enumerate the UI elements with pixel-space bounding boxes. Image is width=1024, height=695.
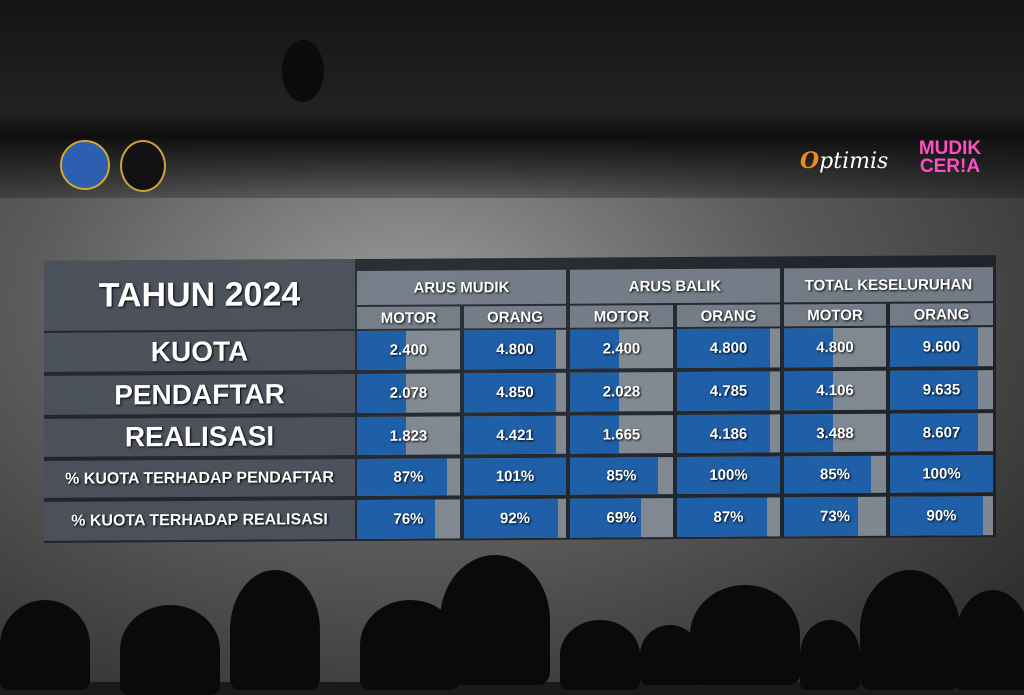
table-cell: 100% [677,456,780,495]
cell-value: 100% [922,465,961,483]
column-header: ORANG [890,303,993,326]
cell-value: 9.600 [922,338,961,356]
cell-value: 87% [713,508,744,526]
cell-value: 100% [709,466,748,484]
column-header: MOTOR [570,305,673,328]
row-label: REALISASI [44,417,355,457]
table-cell: 4.850 [464,372,566,413]
cell-value: 85% [819,465,851,484]
cell-value: 2.400 [602,340,641,358]
row-label: PENDAFTAR [44,374,355,415]
emblem-logo [120,140,166,192]
cell-value: 4.421 [496,426,534,444]
cell-value: 4.800 [816,338,854,357]
column-header: MOTOR [357,306,460,329]
table-cell: 87% [677,497,780,538]
cell-value: 85% [606,467,637,485]
audience-silhouette [120,605,220,695]
cell-value: 4.785 [709,382,748,400]
cell-value: 101% [495,467,535,486]
table-cell: 4.800 [677,328,780,369]
table-cell: 4.421 [464,415,566,455]
audience-silhouette [800,620,860,690]
optimis-logo: Optimis [800,148,889,174]
table-cell: 87% [357,458,460,496]
table-cell: 1.823 [357,416,460,455]
row-label: KUOTA [44,331,355,372]
table-cell: 9.635 [890,370,993,410]
cell-value: 9.635 [922,381,961,399]
row-label: % KUOTA TERHADAP PENDAFTAR [44,459,355,498]
cell-value: 4.800 [496,340,534,359]
cell-value: 4.800 [709,339,748,357]
table-cell: 2.400 [357,330,460,370]
table-cell: 4.800 [784,327,886,368]
audience-silhouette [440,555,550,685]
row-label: % KUOTA TERHADAP REALISASI [44,500,355,541]
column-header: MOTOR [784,303,886,327]
table-cell: 2.078 [357,373,460,413]
audience-silhouette [0,600,90,690]
ministry-logo [60,140,110,190]
cell-value: 92% [499,509,531,528]
audience-silhouette [690,585,800,685]
table-cell: 92% [464,498,566,539]
cell-value: 76% [393,510,424,528]
column-group-header: ARUS MUDIK [357,269,566,305]
column-header: ORANG [464,305,566,329]
column-group-header: TOTAL KESELURUHAN [784,267,993,303]
table-cell: 9.600 [890,327,993,367]
cell-value: 4.850 [496,383,534,402]
audience-silhouette [955,590,1024,690]
cell-value: 1.823 [389,427,428,445]
cell-value: 69% [606,509,637,527]
table-cell: 4.800 [464,329,566,370]
table-cell: 2.400 [570,329,673,369]
column-header: ORANG [677,304,780,328]
table-cell: 100% [890,455,993,493]
cell-value: 73% [819,507,851,526]
table-cell: 90% [890,496,993,536]
cell-value: 87% [393,468,424,486]
table-cell: 101% [464,457,566,496]
cell-value: 2.028 [602,383,641,401]
cell-value: 2.078 [389,384,428,402]
table-cell: 3.488 [784,413,886,453]
table-cell: 4.106 [784,370,886,411]
ceiling-camera [282,40,324,102]
table-cell: 4.186 [677,414,780,454]
screen-header-band [0,138,1024,198]
mudik-ceria-logo: MUDIK CER!A [918,138,982,177]
table-cell: 8.607 [890,413,993,452]
table-cell: 4.785 [677,371,780,412]
ceiling [0,0,1024,138]
cell-value: 2.400 [389,341,428,359]
column-group-header: ARUS BALIK [570,268,780,304]
audience-silhouette [230,570,320,690]
audience-silhouette [860,570,960,690]
table-cell: 1.665 [570,415,673,454]
cell-value: 8.607 [922,423,961,442]
cell-value: 3.488 [816,424,854,442]
table-cell: 85% [784,455,886,494]
data-table: TAHUN 2024 ARUS MUDIK ARUS BALIK TOTAL KES… [44,255,996,543]
table-cell: 2.028 [570,372,673,412]
audience-silhouette [560,620,640,690]
table-title: TAHUN 2024 [44,259,355,331]
table-cell: 73% [784,496,886,537]
table-cell: 76% [357,499,460,539]
table-cell: 69% [570,498,673,538]
cell-value: 4.186 [709,425,748,443]
cell-value: 4.106 [816,381,854,400]
cell-value: 90% [926,507,957,525]
table-cell: 85% [570,457,673,495]
cell-value: 1.665 [602,425,641,443]
